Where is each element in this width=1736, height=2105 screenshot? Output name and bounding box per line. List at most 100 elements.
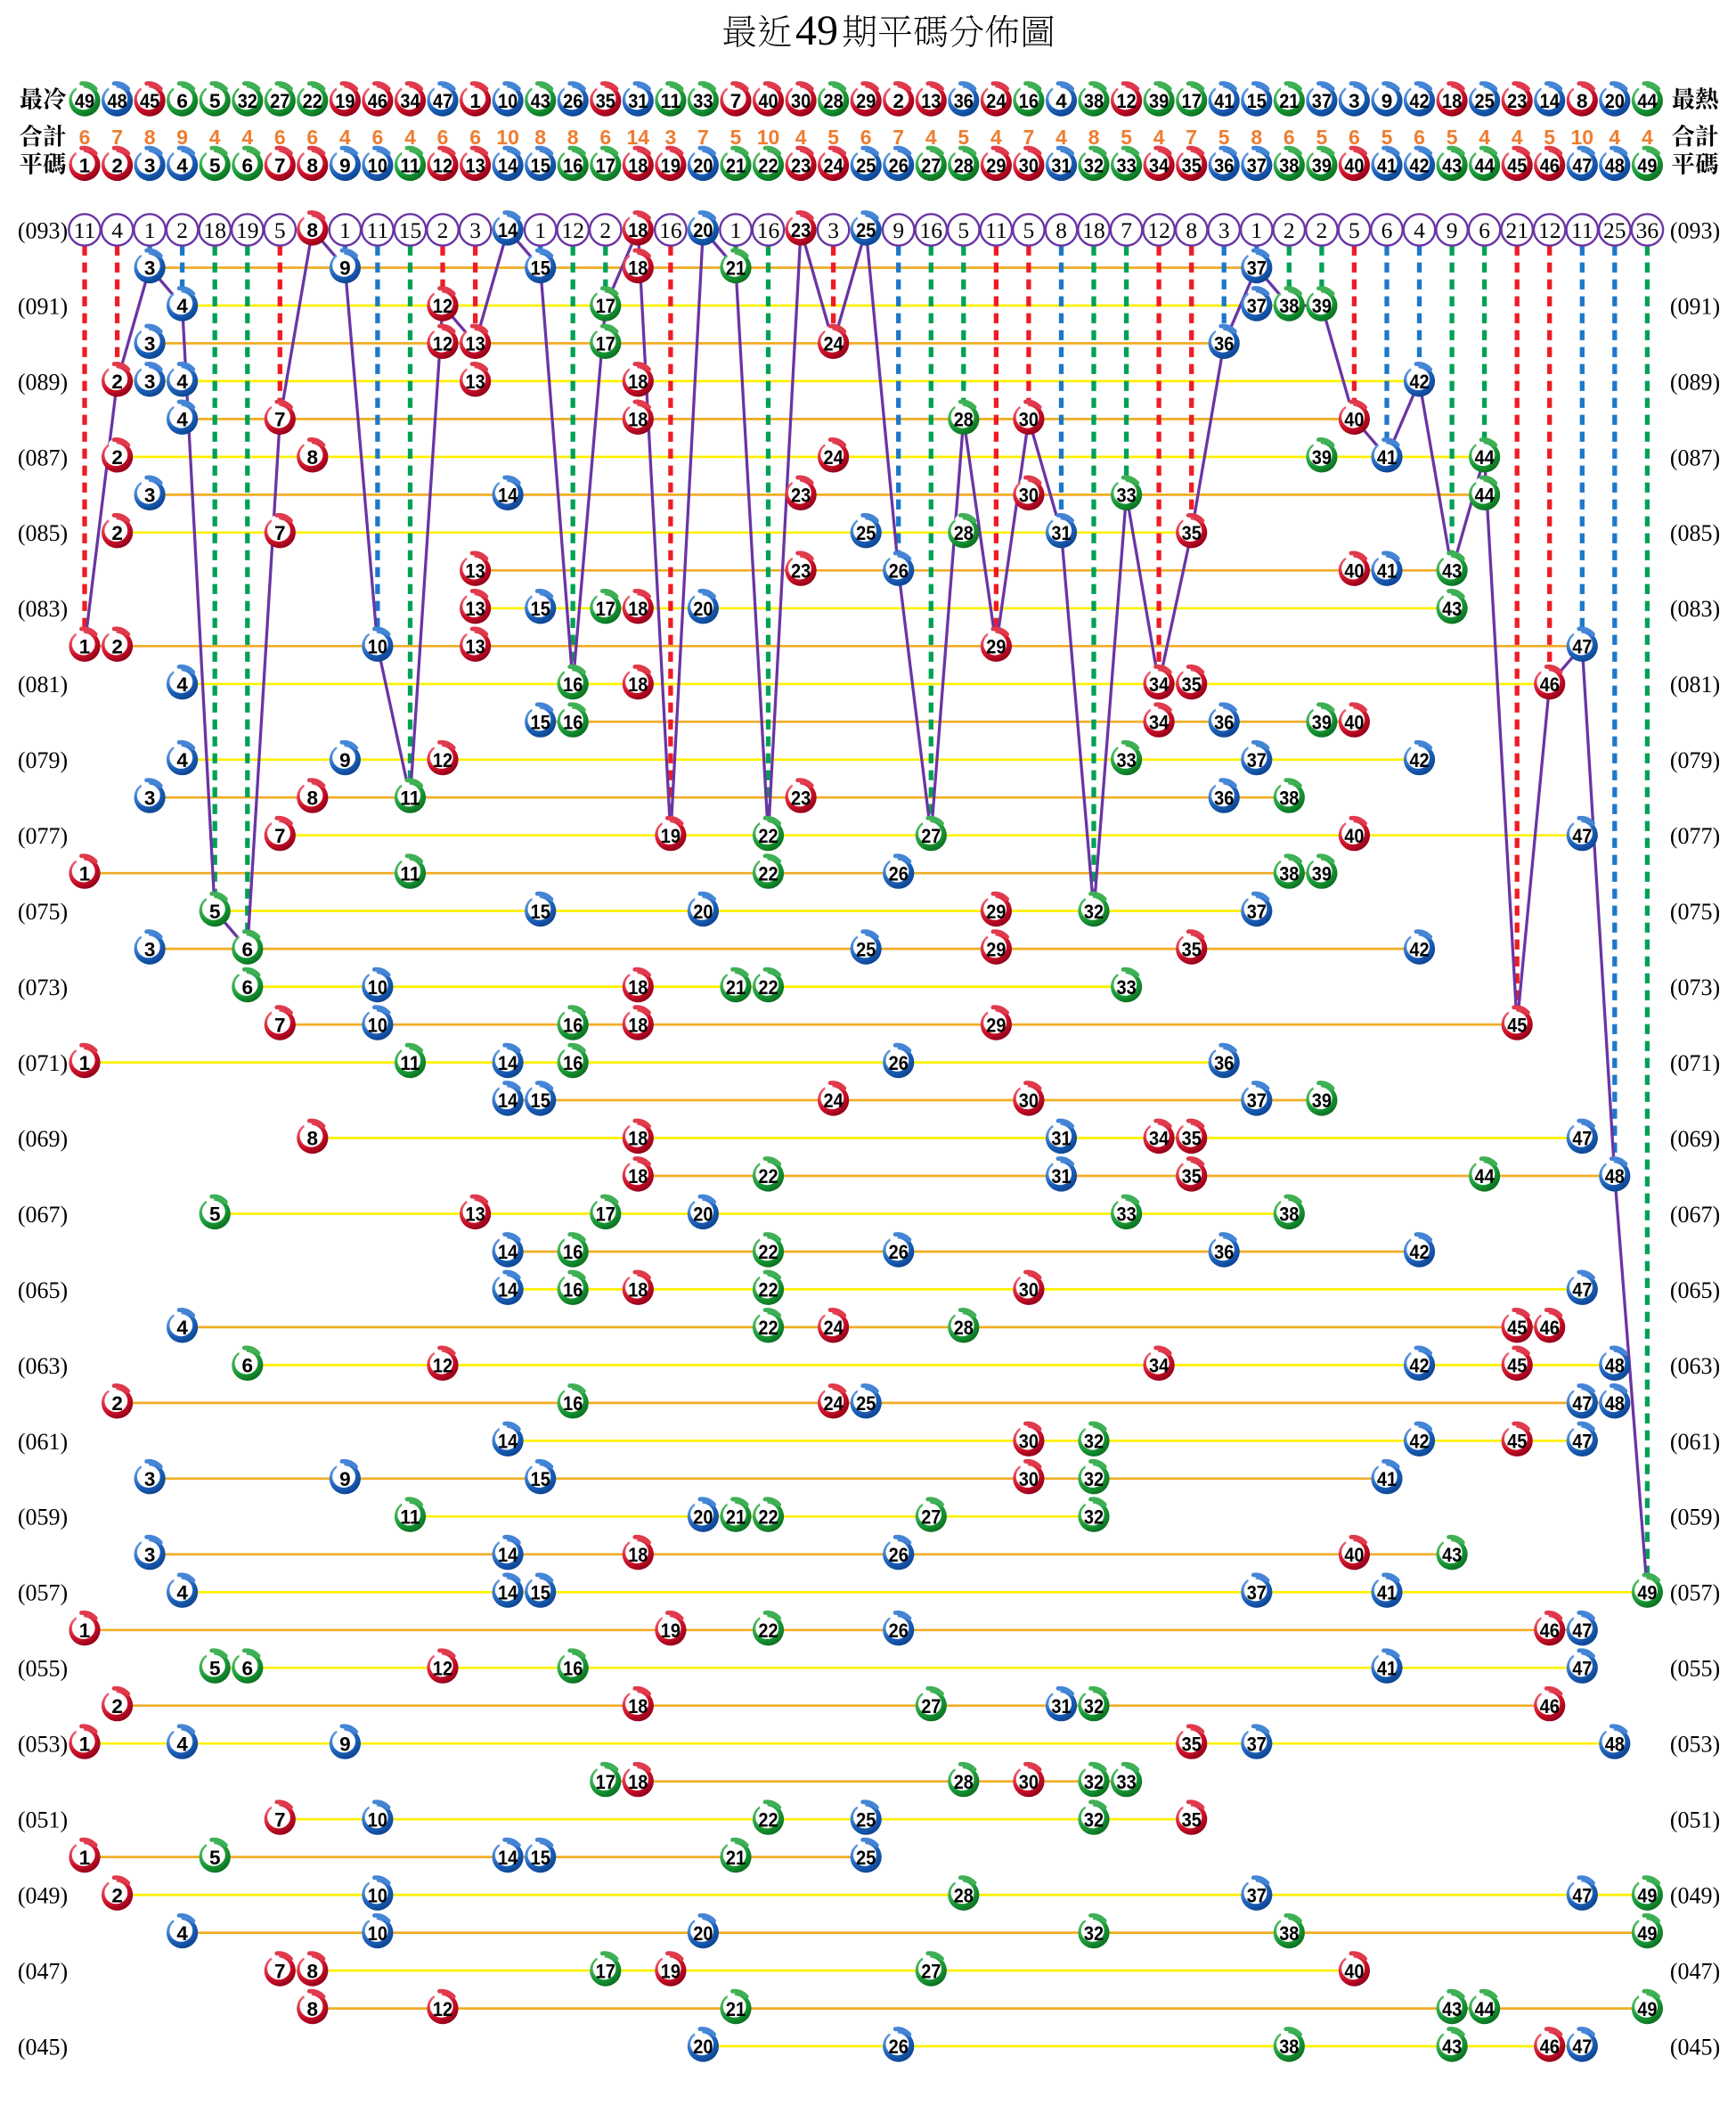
svg-text:46: 46: [1540, 1317, 1560, 1339]
svg-text:32: 32: [1084, 1771, 1104, 1793]
svg-text:28: 28: [954, 522, 974, 544]
svg-text:12: 12: [433, 1355, 452, 1377]
svg-text:49: 49: [75, 90, 94, 112]
svg-text:18: 18: [203, 217, 226, 243]
svg-text:20: 20: [693, 2036, 713, 2058]
svg-text:15: 15: [399, 217, 422, 243]
svg-text:20: 20: [693, 219, 713, 241]
svg-text:36: 36: [1636, 217, 1659, 243]
svg-text:16: 16: [563, 673, 583, 696]
svg-text:13: 13: [466, 155, 485, 177]
svg-text:21: 21: [726, 1998, 746, 2020]
svg-text:41: 41: [1377, 446, 1397, 469]
svg-text:(063): (063): [18, 1353, 68, 1379]
svg-text:22: 22: [758, 976, 778, 999]
svg-text:4: 4: [1609, 126, 1620, 149]
svg-text:29: 29: [986, 938, 1006, 960]
svg-text:8: 8: [307, 155, 319, 177]
svg-text:14: 14: [498, 1847, 518, 1869]
svg-text:8: 8: [307, 1960, 319, 1982]
svg-text:2: 2: [111, 371, 123, 393]
svg-text:2: 2: [111, 636, 123, 658]
svg-text:14: 14: [498, 1089, 518, 1112]
svg-text:31: 31: [1051, 155, 1071, 177]
svg-text:1: 1: [1251, 217, 1262, 243]
svg-text:11: 11: [400, 1506, 420, 1529]
svg-text:7: 7: [1186, 126, 1197, 149]
svg-text:(063): (063): [1670, 1353, 1720, 1379]
svg-text:10: 10: [368, 636, 387, 658]
svg-text:13: 13: [466, 1203, 485, 1226]
svg-text:14: 14: [498, 1544, 518, 1566]
svg-text:22: 22: [758, 1241, 778, 1263]
svg-text:5: 5: [1316, 126, 1328, 149]
svg-text:36: 36: [1214, 1052, 1234, 1074]
svg-text:37: 37: [1247, 295, 1267, 317]
svg-text:7: 7: [274, 522, 286, 544]
svg-text:31: 31: [1051, 1165, 1071, 1187]
svg-text:(079): (079): [1670, 747, 1720, 773]
svg-text:40: 40: [1344, 155, 1364, 177]
svg-text:(087): (087): [18, 445, 68, 470]
svg-text:(073): (073): [1670, 975, 1720, 1000]
svg-text:39: 39: [1312, 446, 1332, 469]
svg-text:11: 11: [400, 1052, 420, 1074]
svg-text:7: 7: [274, 825, 286, 847]
svg-text:7: 7: [1121, 217, 1132, 243]
svg-text:16: 16: [659, 217, 682, 243]
svg-text:40: 40: [758, 90, 778, 112]
svg-text:4: 4: [176, 673, 188, 696]
svg-text:30: 30: [791, 90, 811, 112]
svg-text:8: 8: [307, 446, 319, 469]
svg-text:26: 26: [889, 1620, 909, 1642]
svg-text:30: 30: [1019, 1089, 1039, 1112]
svg-text:41: 41: [1377, 560, 1397, 583]
svg-text:43: 43: [1442, 2036, 1462, 2058]
svg-text:(093): (093): [1670, 217, 1720, 243]
svg-text:30: 30: [1019, 485, 1039, 507]
svg-text:26: 26: [889, 560, 909, 583]
svg-text:(077): (077): [18, 823, 68, 849]
svg-text:2: 2: [1284, 217, 1295, 243]
svg-text:8: 8: [567, 126, 579, 149]
svg-text:48: 48: [1605, 1733, 1625, 1755]
svg-text:4: 4: [1479, 126, 1490, 149]
svg-text:1: 1: [79, 1620, 91, 1642]
svg-text:10: 10: [498, 90, 518, 112]
svg-text:4: 4: [176, 295, 188, 317]
svg-text:49: 49: [1637, 1922, 1657, 1945]
svg-text:36: 36: [1214, 155, 1234, 177]
svg-text:1: 1: [79, 1052, 91, 1074]
svg-text:16: 16: [563, 155, 583, 177]
svg-text:20: 20: [693, 1203, 713, 1226]
svg-text:9: 9: [176, 126, 188, 149]
svg-text:47: 47: [433, 90, 452, 112]
svg-text:31: 31: [1051, 522, 1071, 544]
svg-text:(067): (067): [1670, 1202, 1720, 1228]
svg-text:3: 3: [144, 257, 156, 280]
svg-text:8: 8: [307, 787, 319, 809]
svg-text:25: 25: [856, 219, 876, 241]
svg-text:48: 48: [108, 90, 127, 112]
svg-text:7: 7: [274, 155, 286, 177]
svg-text:(075): (075): [18, 899, 68, 925]
svg-text:3: 3: [144, 333, 156, 355]
svg-text:35: 35: [1182, 673, 1202, 696]
svg-text:4: 4: [111, 217, 123, 243]
svg-text:10: 10: [757, 126, 780, 149]
svg-text:38: 38: [1279, 155, 1299, 177]
svg-text:18: 18: [628, 155, 648, 177]
svg-text:31: 31: [1051, 1128, 1071, 1150]
svg-text:47: 47: [1572, 1657, 1592, 1679]
svg-text:38: 38: [1279, 2036, 1299, 2058]
svg-text:45: 45: [140, 90, 159, 112]
svg-text:4: 4: [925, 126, 937, 149]
svg-text:6: 6: [1349, 126, 1360, 149]
svg-text:9: 9: [1381, 90, 1393, 112]
svg-text:36: 36: [1214, 333, 1234, 355]
svg-text:19: 19: [661, 1960, 681, 1982]
svg-text:(059): (059): [18, 1505, 68, 1530]
svg-text:6: 6: [274, 126, 286, 149]
svg-text:37: 37: [1312, 90, 1332, 112]
svg-text:7: 7: [274, 1960, 286, 1982]
